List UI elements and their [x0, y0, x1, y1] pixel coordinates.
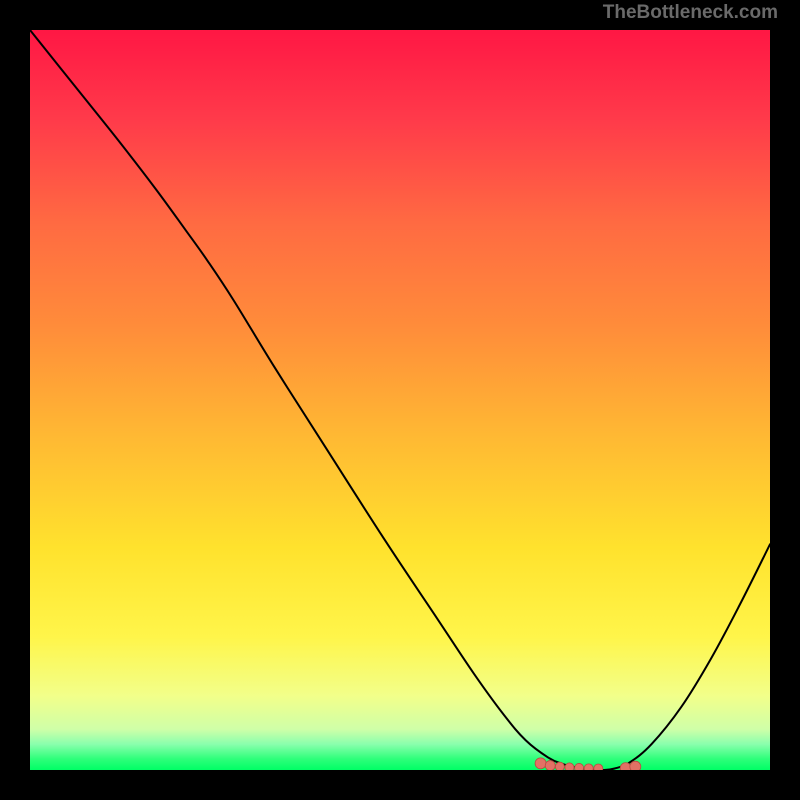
- marker-point: [555, 762, 564, 770]
- chart-plot-area: [30, 30, 770, 770]
- marker-point: [575, 763, 584, 770]
- gradient-background: [30, 30, 770, 770]
- marker-point: [535, 758, 546, 769]
- bottleneck-chart: [30, 30, 770, 770]
- watermark-text: TheBottleneck.com: [603, 2, 778, 24]
- marker-point: [594, 764, 603, 770]
- marker-point: [630, 761, 641, 770]
- marker-point: [545, 761, 555, 770]
- marker-point: [584, 764, 593, 770]
- marker-point: [565, 763, 574, 770]
